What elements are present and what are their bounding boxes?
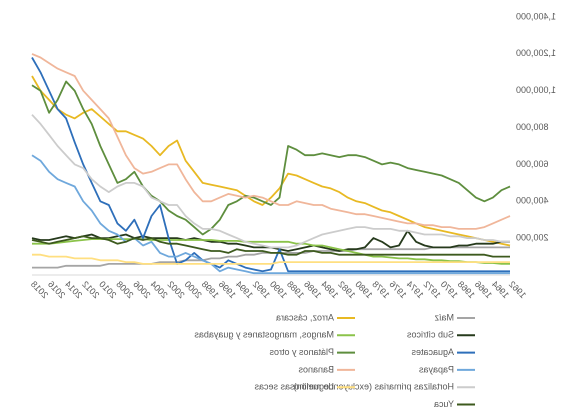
- legend-label: Yuca: [434, 399, 454, 409]
- series-line: [31, 57, 510, 273]
- legend-label: Mangos, mangostanes y guayabas: [194, 330, 334, 340]
- series-line: [32, 253, 510, 265]
- legend-label: Aguacates: [411, 347, 454, 357]
- y-tick-label: 1,000,000: [516, 85, 556, 95]
- series-line: [31, 53, 511, 230]
- legend-label: Maíz: [434, 312, 454, 322]
- series-line: [31, 80, 511, 236]
- series-line: [31, 235, 510, 258]
- series-line: [31, 154, 510, 275]
- legend-label: Sub cítricos: [406, 330, 454, 340]
- legend-label: Papayas: [418, 364, 454, 374]
- legend-label: Leguminosas secas: [254, 382, 334, 392]
- series-line: [31, 114, 510, 249]
- legend-label: Arroz, cáscara: [276, 312, 334, 322]
- y-tick-label: 800,000: [516, 122, 549, 132]
- legend-label: Bananos: [298, 364, 334, 374]
- y-tick-label: 600,000: [516, 159, 549, 169]
- legend-label: Plátanos y otros: [269, 347, 334, 357]
- series-line: [32, 238, 510, 265]
- y-tick-label: 200,000: [516, 233, 549, 243]
- y-tick-label: 1,200,000: [516, 48, 556, 58]
- y-tick-label: 400,000: [516, 196, 549, 206]
- y-tick-label: 1,400,000: [516, 11, 556, 21]
- legend-label: Hortalizas primarias (excluyendo melón): [293, 382, 454, 392]
